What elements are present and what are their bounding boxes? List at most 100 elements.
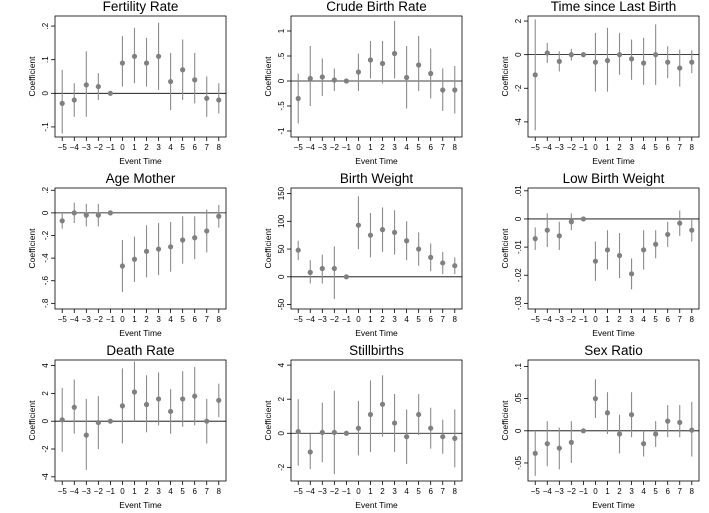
x-tick-label: −3 [82,487,92,496]
x-tick-label: −5 [531,143,541,152]
x-tick-label: 0 [120,487,125,496]
chart-panel: Stillbirths -2 0 2 4 −5 −4 −3 −2 −1 0 1 2 3 4 5 6 7 8 Coeff… [236,343,472,513]
point-estimate [653,431,659,437]
point-estimate [592,258,599,264]
point-estimate [580,428,586,434]
chart-title: Stillbirths [349,343,404,358]
y-tick-label: .2 [41,22,50,29]
point-estimate [143,60,150,66]
x-tick-label: 1 [368,315,373,324]
x-axis-label: Event Time [119,500,162,510]
plot-frame [54,15,227,138]
point-estimate [532,236,538,242]
y-tick-label: -.02 [514,268,523,282]
x-tick-label: 6 [665,143,670,152]
point-estimate [131,389,138,395]
x-tick-label: 6 [665,315,670,324]
point-estimate [216,213,222,219]
point-estimate [391,229,398,236]
x-axis-label: Event Time [592,328,635,338]
point-estimate [379,401,386,407]
x-tick-label: 4 [641,315,646,324]
y-tick-label: 0 [277,78,286,83]
point-estimate [192,393,198,399]
x-tick-label: 2 [617,143,622,152]
x-tick-label: −4 [306,143,316,152]
chart-svg: Time since Last Birth-4-202−5 −4 −3 −2 −1 0 1 2… [500,0,700,166]
x-tick-label: 2 [144,487,149,496]
point-estimate [295,247,301,253]
point-estimate [532,72,538,78]
x-tick-label: 3 [392,143,397,152]
chart-title: Age Mother [106,171,176,186]
point-estimate [143,248,150,254]
x-tick-label: 6 [192,487,197,496]
x-tick-label: 0 [356,143,361,152]
x-tick-label: 7 [205,315,210,324]
point-estimate [180,396,186,402]
x-tick-label: −4 [543,487,553,496]
x-tick-label: 2 [380,487,385,496]
x-tick-label: 5 [416,143,421,152]
y-tick-label: -4 [41,473,50,481]
x-tick-label: −5 [531,487,541,496]
x-tick-label: 7 [678,143,683,152]
x-tick-label: −4 [543,315,553,324]
point-estimate [604,247,611,253]
chart-title: Sex Ratio [584,343,643,358]
x-tick-label: −1 [342,315,352,324]
y-axis-label: Coefficient [27,400,37,441]
x-tick-label: −2 [567,143,577,152]
x-tick-label: 8 [690,315,695,324]
x-tick-label: 6 [428,487,433,496]
x-tick-label: −1 [106,487,116,496]
y-tick-label: .5 [277,52,286,59]
x-tick-label: 0 [356,487,361,496]
y-tick-label: -.8 [41,298,50,308]
x-tick-label: 3 [392,315,397,324]
x-tick-label: 4 [168,315,173,324]
x-tick-label: 7 [441,143,446,152]
x-tick-label: 1 [605,315,610,324]
point-estimate [95,419,101,426]
chart-title: Fertility Rate [103,0,179,14]
x-tick-label: −3 [555,315,565,324]
point-estimate [604,410,611,416]
point-estimate [689,427,695,433]
plot-frame [290,187,463,310]
y-tick-label: 0 [514,216,523,221]
x-tick-label: 3 [156,143,161,152]
y-tick-label: .2 [41,186,50,193]
chart-title: Death Rate [106,343,174,358]
x-tick-label: −3 [318,315,328,324]
point-estimate [616,252,623,259]
point-estimate [440,87,446,93]
x-tick-label: 2 [144,315,149,324]
x-tick-label: −2 [330,315,340,324]
y-tick-label: 50 [277,244,286,253]
y-tick-label: 4 [277,362,286,367]
point-estimate [404,434,410,440]
x-tick-label: 3 [629,315,634,324]
point-estimate [331,265,337,272]
point-estimate [452,435,458,441]
point-estimate [428,70,434,77]
point-estimate [331,77,337,83]
y-tick-label: -.6 [41,276,50,286]
point-estimate [689,59,695,65]
x-axis-label: Event Time [119,156,162,166]
x-tick-label: 0 [120,315,125,324]
point-estimate [641,60,647,66]
point-estimate [343,430,349,436]
x-tick-label: 8 [217,487,222,496]
y-axis-label: Coefficient [263,228,273,269]
plot-frame [54,359,227,482]
chart-svg: Sex Ratio-.050.05.1−5 −4 −3 −2 −1 0 1 2 3 4 5 6 7 8Co… [500,343,700,510]
point-estimate [428,425,434,431]
x-tick-label: −5 [58,315,68,324]
x-tick-label: −1 [342,487,352,496]
y-tick-label: .01 [514,185,523,197]
x-tick-label: 5 [180,143,185,152]
x-tick-label: 8 [217,315,222,324]
x-tick-label: −2 [94,143,104,152]
